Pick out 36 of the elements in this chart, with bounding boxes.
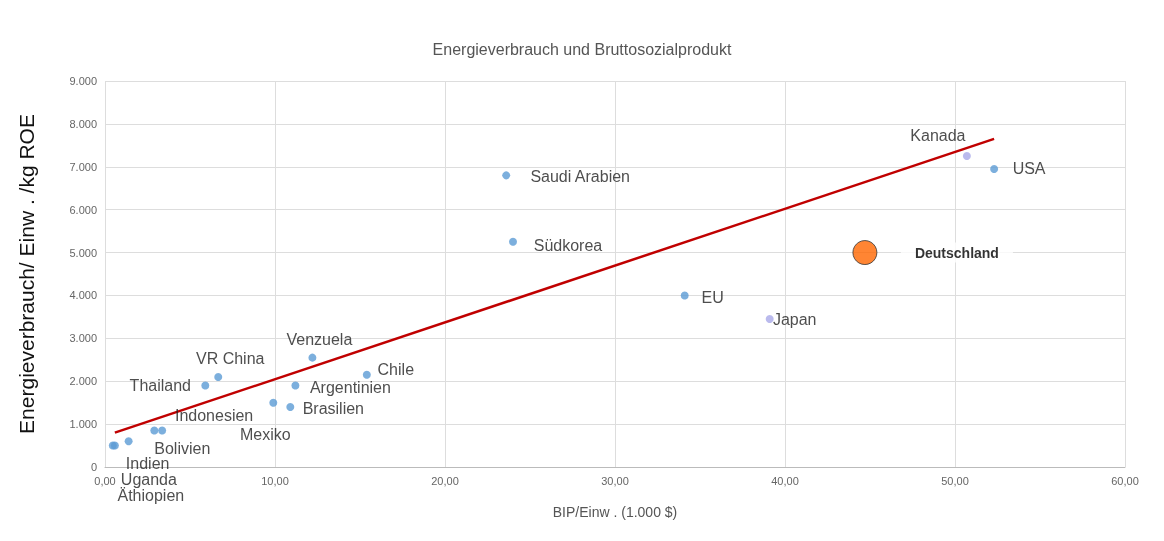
x-tick-label: 20,00 bbox=[431, 474, 459, 487]
y-tick-label: 0 bbox=[90, 461, 97, 473]
annotation: Venzuela bbox=[286, 331, 353, 349]
y-tick-label: 4.000 bbox=[69, 289, 97, 302]
y-tick-label: 9.000 bbox=[69, 75, 97, 87]
y-tick-label: 5.000 bbox=[69, 246, 97, 259]
x-tick-label: 10,00 bbox=[261, 474, 289, 487]
x-axis-title: BIP/Einw . (1.000 $) bbox=[552, 504, 678, 520]
annotation: Äthiopien bbox=[117, 487, 185, 505]
x-tick-label: 40,00 bbox=[771, 474, 799, 487]
annotation: Mexiko bbox=[239, 426, 291, 444]
y-tick-label: 1.000 bbox=[69, 418, 97, 431]
annotation: Saudi Arabien bbox=[530, 167, 631, 185]
x-tick-label: 0,00 bbox=[94, 474, 116, 487]
x-tick-label: 50,00 bbox=[941, 474, 969, 487]
annotation: VR China bbox=[195, 350, 265, 368]
annotation: Brasilien bbox=[302, 400, 364, 418]
x-tick-label: 60,00 bbox=[1111, 474, 1139, 487]
annotation: Argentinien bbox=[309, 379, 391, 397]
annotation: USA bbox=[1012, 160, 1046, 178]
y-tick-label: 6.000 bbox=[69, 203, 97, 216]
y-tick-label: 7.000 bbox=[69, 160, 97, 173]
chart-title: Energieverbrauch und Bruttosozialprodukt bbox=[432, 40, 732, 58]
annotation: Thailand bbox=[129, 377, 191, 395]
annotation: Kanada bbox=[910, 126, 966, 144]
y-tick-label: 3.000 bbox=[69, 332, 97, 345]
y-tick-label: 8.000 bbox=[69, 117, 97, 130]
annotation: Indonesien bbox=[174, 407, 254, 425]
annotation: Südkorea bbox=[533, 237, 603, 255]
text: Deutschland bbox=[914, 244, 999, 261]
annotation: Chile bbox=[377, 361, 415, 379]
annotation: EU bbox=[701, 288, 724, 306]
y-axis-title: Energieverbrauch/ Einw . /kg ROE bbox=[15, 114, 38, 434]
x-tick-label: 30,00 bbox=[601, 474, 629, 487]
annotation: Japan bbox=[772, 310, 817, 328]
y-tick-label: 2.000 bbox=[69, 375, 97, 388]
